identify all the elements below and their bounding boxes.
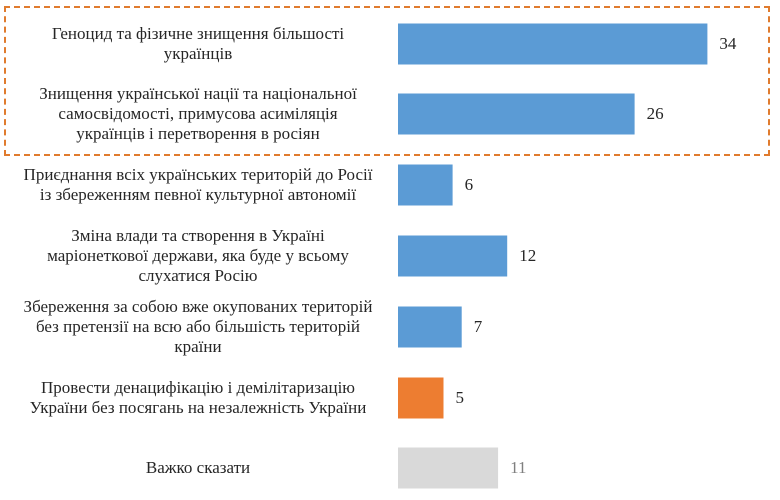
category-label-1: Знищення української нації та національн… [8,84,388,144]
bar-2 [398,164,453,206]
category-label-line: України без посягань на незалежність Укр… [29,398,367,417]
category-label-line: Важко сказати [145,458,251,477]
category-label-line: Геноцид та фізичне знищення більшості [51,24,345,43]
category-label-2: Приєднання всіх українських територій до… [8,165,388,205]
category-label-line: самосвідомості, примусова асиміляція [58,104,338,123]
category-label-line: українців [163,44,233,63]
value-label-2: 6 [464,175,474,194]
category-label-line: слухатися Росію [138,266,258,285]
category-label-line: без претензії на всю або більшість терит… [35,317,361,336]
highlight-dashed-box [4,6,770,156]
value-label-5: 5 [455,388,465,407]
bar-6 [398,447,499,489]
bar-5 [398,377,444,419]
category-label-line: країни [174,337,222,356]
category-label-0: Геноцид та фізичне знищення більшості укр… [8,24,388,64]
value-label-4: 7 [473,317,483,336]
bar-0 [398,23,708,65]
category-label-line: Збереження за собою вже окупованих терит… [23,297,373,316]
bar-3 [398,235,508,277]
category-label-line: українців і перетворення в росіян [76,124,320,143]
category-label-line: Провести денацифікацію і демілітаризацію [40,378,355,397]
value-label-1: 26 [646,104,664,123]
category-label-4: Збереження за собою вже окупованих терит… [8,297,388,357]
category-label-line: Зміна влади та створення в Україні [71,226,325,245]
value-label-6: 11 [510,458,527,477]
bar-1 [398,93,635,135]
category-label-line: Приєднання всіх українських територій до… [23,165,373,184]
category-label-line: Знищення української нації та національн… [39,84,357,103]
bar-4 [398,306,462,348]
value-label-3: 12 [519,246,537,265]
value-label-0: 34 [719,34,737,53]
category-label-line: маріонеткової держави, яка буде у всьому [47,246,349,265]
category-label-5: Провести денацифікацію і демілітаризацію… [8,378,388,418]
category-label-3: Зміна влади та створення в Україні маріон… [8,226,388,286]
category-label-line: із збереженням певної культурної автоном… [39,185,357,204]
category-label-6: Важко сказати [8,458,388,478]
